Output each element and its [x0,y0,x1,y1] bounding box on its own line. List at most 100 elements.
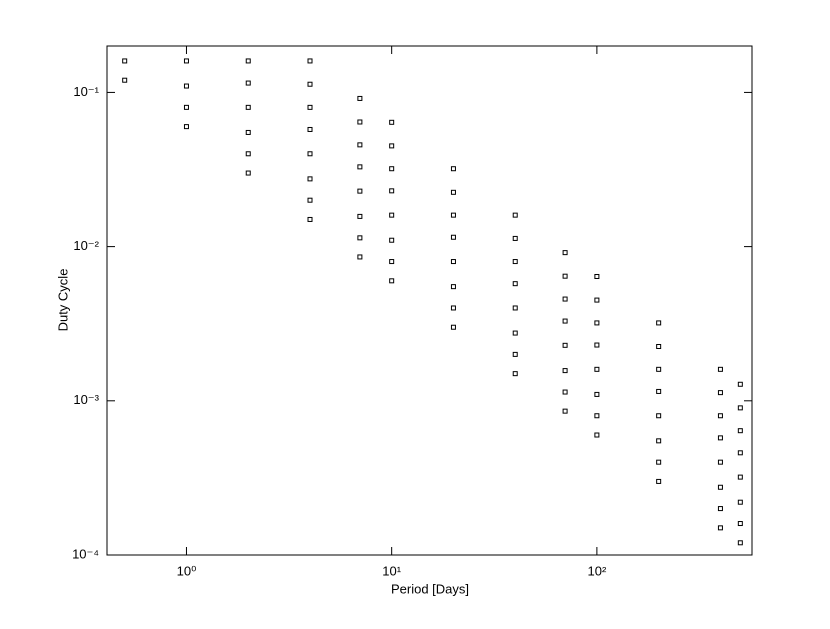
point [307,81,313,87]
point [389,259,395,265]
point [357,142,363,148]
point [307,151,313,157]
point [357,254,363,260]
point [562,342,568,348]
point [562,250,568,256]
point [594,297,600,303]
point [656,388,662,394]
point [512,259,518,265]
point [594,413,600,419]
point [656,459,662,465]
point [122,77,128,83]
point [717,525,723,531]
x-tick-label: 10² [587,563,606,578]
point [389,119,395,125]
point [307,197,313,203]
point [307,58,313,64]
point [562,296,568,302]
point [357,164,363,170]
point [717,366,723,372]
point [183,58,189,64]
point [245,104,251,110]
point [450,234,456,240]
point [737,450,743,456]
point [307,104,313,110]
point [562,408,568,414]
point [717,435,723,441]
point [562,273,568,279]
point [717,506,723,512]
point [183,104,189,110]
point [245,80,251,86]
point [357,119,363,125]
point [389,237,395,243]
x-tick-label: 10⁰ [177,563,197,578]
x-tick-label: 10¹ [382,563,401,578]
point [656,478,662,484]
point [737,521,743,527]
point [737,381,743,387]
point [737,474,743,480]
point [512,330,518,336]
point [450,259,456,265]
point [450,166,456,172]
point [307,176,313,182]
point [737,428,743,434]
point [245,170,251,176]
plot-frame [106,45,753,556]
point [512,351,518,357]
point [357,235,363,241]
point [594,273,600,279]
point [357,95,363,101]
point [183,124,189,130]
point [307,216,313,222]
point [450,212,456,218]
point [717,459,723,465]
point [245,129,251,135]
point [512,212,518,218]
y-tick-label: 10⁻¹ [73,84,99,99]
point [512,281,518,287]
point [656,438,662,444]
point [737,540,743,546]
point [389,188,395,194]
point [450,189,456,195]
point [450,284,456,290]
point [357,213,363,219]
point [562,318,568,324]
x-axis-label: Period [Days] [391,581,469,596]
point [512,305,518,311]
point [656,344,662,350]
point [717,413,723,419]
y-tick-label: 10⁻⁴ [72,546,99,561]
point [656,413,662,419]
y-tick-label: 10⁻² [73,238,99,253]
y-axis-label: Duty Cycle [55,269,70,332]
y-tick-label: 10⁻³ [73,392,99,407]
point [389,212,395,218]
point [737,499,743,505]
point [562,389,568,395]
point [389,166,395,172]
point [717,390,723,396]
point [389,278,395,284]
point [183,83,189,89]
point [594,366,600,372]
point [245,58,251,64]
point [357,188,363,194]
point [122,58,128,64]
point [594,432,600,438]
point [594,391,600,397]
point [737,405,743,411]
point [307,126,313,132]
point [512,235,518,241]
point [656,366,662,372]
point [656,320,662,326]
point [512,371,518,377]
point [450,324,456,330]
point [594,342,600,348]
point [450,305,456,311]
point [594,320,600,326]
point [717,484,723,490]
